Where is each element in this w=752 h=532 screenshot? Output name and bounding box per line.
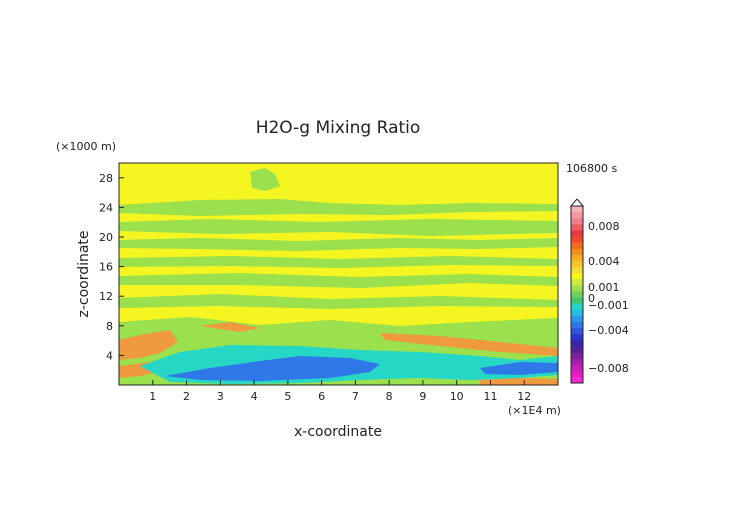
colorbar-swatch bbox=[571, 321, 583, 329]
colorbar-label: 0 bbox=[588, 292, 595, 305]
colorbar-swatch bbox=[571, 376, 583, 384]
x-tick-label: 8 bbox=[386, 390, 393, 403]
colorbar-label: −0.008 bbox=[588, 362, 629, 375]
colorbar-swatch bbox=[571, 254, 583, 262]
time-label: 106800 s bbox=[566, 162, 617, 175]
y-tick-label: 24 bbox=[99, 201, 113, 214]
y-tick-label: 16 bbox=[99, 261, 113, 274]
x-tick-label: 1 bbox=[149, 390, 156, 403]
colorbar-swatch bbox=[571, 364, 583, 372]
x-tick-label: 6 bbox=[318, 390, 325, 403]
y-unit-label: (×1000 m) bbox=[56, 140, 116, 153]
x-axis-label: x-coordinate bbox=[294, 424, 382, 440]
colorbar-swatch bbox=[571, 285, 583, 292]
colorbar-swatch bbox=[571, 358, 583, 366]
y-tick-label: 12 bbox=[99, 290, 113, 303]
colorbar-swatch bbox=[571, 309, 583, 317]
colorbar-swatch bbox=[571, 248, 583, 256]
colorbar-swatch bbox=[571, 328, 583, 335]
x-tick-label: 5 bbox=[284, 390, 291, 403]
plot-frame bbox=[118, 162, 559, 386]
x-tick-label: 10 bbox=[450, 390, 464, 403]
colorbar-swatch bbox=[571, 334, 583, 341]
colorbar-swatch bbox=[571, 340, 583, 347]
colorbar-swatch bbox=[571, 236, 583, 244]
y-tick-label: 20 bbox=[99, 231, 113, 244]
colorbar-label: −0.004 bbox=[588, 324, 629, 337]
x-tick-label: 9 bbox=[419, 390, 426, 403]
y-tick-label: 4 bbox=[106, 349, 113, 362]
x-tick-label: 2 bbox=[183, 390, 190, 403]
colorbar-swatch bbox=[571, 370, 583, 378]
y-axis-label: z-coordinate bbox=[76, 230, 92, 317]
x-tick-label: 3 bbox=[217, 390, 224, 403]
colorbar-label: −0.001 bbox=[588, 299, 629, 312]
colorbar-swatch bbox=[571, 224, 583, 231]
colorbar-label: 0.001 bbox=[588, 281, 620, 294]
x-tick-label: 7 bbox=[352, 390, 359, 403]
colorbar-swatch bbox=[571, 267, 583, 274]
x-unit-label: (×1E4 m) bbox=[508, 404, 561, 417]
colorbar-swatch bbox=[571, 303, 583, 311]
y-tick-label: 8 bbox=[106, 320, 113, 333]
colorbar-label: 0.004 bbox=[588, 255, 620, 268]
chart-title: H2O-g Mixing Ratio bbox=[256, 118, 421, 138]
colorbar-swatch bbox=[571, 352, 583, 360]
colorbar-swatch bbox=[571, 242, 583, 250]
x-axis-ticks: 1 2 3 4 5 6 7 8 9 10 11 12 bbox=[149, 380, 531, 403]
y-axis-ticks: 4 8 12 16 20 24 28 bbox=[99, 172, 124, 362]
colorbar-swatch bbox=[571, 218, 583, 225]
x-tick-label: 4 bbox=[251, 390, 258, 403]
colorbar-swatch bbox=[571, 273, 583, 280]
colorbar-swatch bbox=[571, 346, 583, 353]
colorbar-swatch bbox=[571, 297, 583, 305]
colorbar-swatch bbox=[571, 315, 583, 323]
colorbar-label: 0.008 bbox=[588, 220, 620, 233]
x-tick-label: 12 bbox=[517, 390, 531, 403]
colorbar-swatch bbox=[571, 206, 583, 213]
colorbar-arrow-icon bbox=[569, 198, 585, 207]
colorbar-swatch bbox=[571, 212, 583, 219]
colorbar-swatch bbox=[571, 279, 583, 286]
x-tick-label: 11 bbox=[483, 390, 497, 403]
colorbar-swatch bbox=[571, 230, 583, 238]
colorbar-swatch bbox=[571, 291, 583, 299]
plot-field bbox=[119, 163, 558, 385]
y-tick-label: 28 bbox=[99, 172, 113, 185]
colorbar-swatch bbox=[571, 260, 583, 268]
